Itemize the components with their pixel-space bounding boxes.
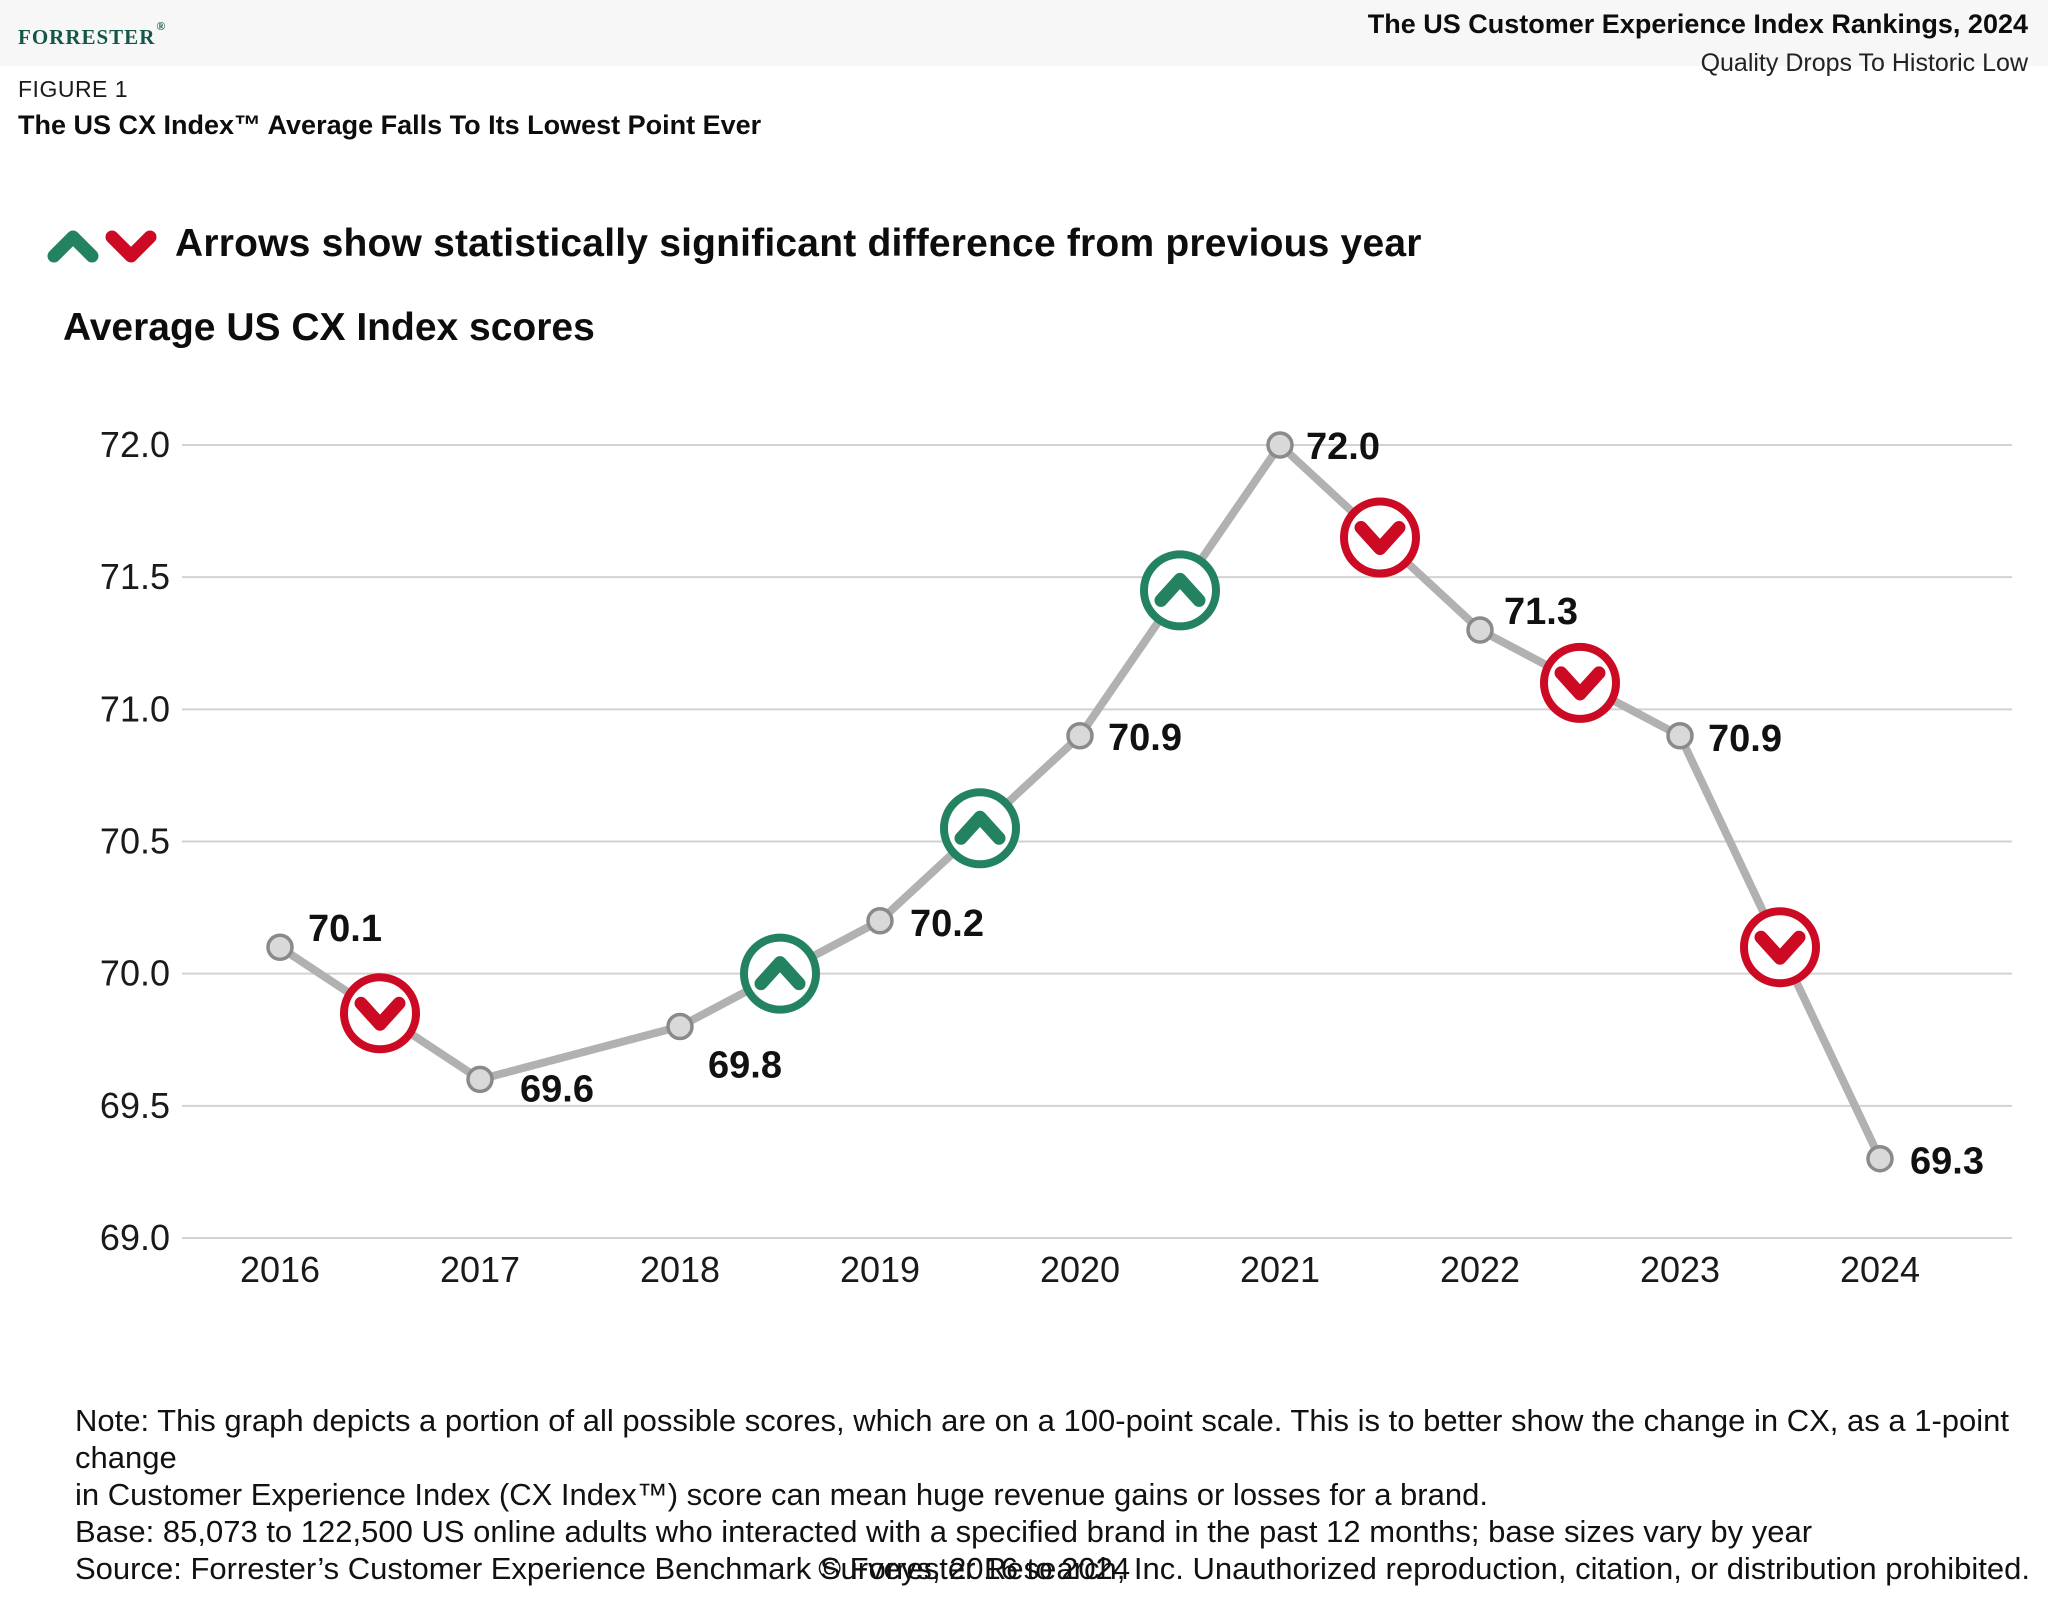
significance-arrow-circle	[1140, 550, 1220, 631]
x-axis-tick-label: 2020	[1040, 1249, 1120, 1290]
x-axis-tick-label: 2016	[240, 1249, 320, 1290]
chevron-down-icon	[1754, 930, 1806, 965]
data-point-marker	[266, 933, 294, 961]
chevron-up-icon	[954, 810, 1006, 845]
data-point-label: 70.9	[1708, 718, 1782, 760]
data-point-marker	[1066, 722, 1094, 750]
data-point-marker	[1666, 722, 1694, 750]
note-line-1: Note: This graph depicts a portion of al…	[75, 1403, 2009, 1475]
y-axis-tick-label: 72.0	[100, 424, 170, 465]
data-point-marker	[1866, 1144, 1894, 1173]
data-point-label: 69.6	[520, 1068, 594, 1110]
data-point-marker	[666, 1012, 694, 1041]
significance-legend: Arrows show statistically significant di…	[47, 222, 1422, 266]
x-axis-tick-label: 2021	[1240, 1249, 1320, 1290]
header-band	[0, 0, 2048, 66]
y-axis-tick-label: 71.5	[100, 556, 170, 597]
data-point-label: 71.3	[1504, 591, 1578, 633]
significance-arrow-circle	[740, 933, 820, 1014]
significance-arrow-circle	[1740, 907, 1820, 988]
series-line	[277, 441, 1884, 1161]
y-axis-tick-label: 69.5	[100, 1085, 170, 1126]
y-axis-tick-label: 70.0	[100, 953, 170, 994]
copyright-line: © Forrester Research, Inc. Unauthorized …	[818, 1551, 2030, 1586]
data-point-marker	[1266, 431, 1294, 459]
chevron-up-icon	[754, 956, 806, 991]
forrester-logo: Forrester®	[18, 20, 166, 50]
significance-arrow-circle	[1540, 642, 1620, 723]
chevron-down-icon	[354, 996, 406, 1031]
data-point-label: 70.1	[308, 908, 382, 950]
report-subtitle: Quality Drops To Historic Low	[1700, 48, 2028, 77]
legend-text: Arrows show statistically significant di…	[175, 222, 1422, 265]
significance-arrow-circle	[1340, 497, 1420, 578]
y-axis-tick-label: 70.5	[100, 820, 170, 861]
source-line: Source: Forrester’s Customer Experience …	[75, 1551, 1131, 1586]
data-point-marker	[866, 907, 894, 935]
figure-title: The US CX Index™ Average Falls To Its Lo…	[18, 110, 762, 140]
base-line: Base: 85,073 to 122,500 US online adults…	[75, 1514, 1813, 1549]
cx-index-line-chart: 72.0 71.5 71.0 70.5 70.0 69.5 69.0 2016 2017 2018…	[100, 424, 2012, 1290]
data-point-marker	[466, 1065, 494, 1094]
x-axis-tick-label: 2017	[440, 1249, 520, 1290]
data-point-label: 70.2	[910, 903, 984, 945]
chevron-down-icon	[1554, 666, 1606, 701]
note-line-2: in Customer Experience Index (CX Index™)…	[75, 1477, 1488, 1512]
x-axis-tick-label: 2023	[1640, 1249, 1720, 1290]
y-axis-tick-label: 69.0	[100, 1217, 170, 1258]
y-axis-tick-label: 71.0	[100, 688, 170, 729]
significance-arrow-circle	[940, 788, 1020, 869]
data-point-label: 70.9	[1108, 717, 1182, 759]
chevron-up-icon	[47, 230, 99, 263]
chevron-up-icon	[1154, 572, 1206, 607]
x-axis-tick-label: 2019	[840, 1249, 920, 1290]
chevron-down-icon	[1354, 521, 1406, 556]
report-title: The US Customer Experience Index Ranking…	[1367, 9, 2028, 39]
header-right: The US Customer Experience Index Ranking…	[1368, 8, 2028, 78]
chart-notes: Note: This graph depicts a portion of al…	[75, 1402, 2048, 1587]
x-axis-tick-label: 2022	[1440, 1249, 1520, 1290]
chart-title: Average US CX Index scores	[63, 306, 595, 349]
registered-mark: ®	[156, 19, 167, 33]
x-axis-tick-label: 2024	[1840, 1249, 1920, 1290]
data-point-marker	[1466, 616, 1494, 644]
forrester-logo-text: Forrester	[18, 18, 156, 51]
figure-label: FIGURE 1	[18, 76, 129, 102]
data-point-label: 72.0	[1306, 426, 1380, 468]
significance-arrow-circle	[340, 973, 420, 1054]
chevron-down-icon	[105, 230, 157, 263]
data-point-label: 69.3	[1910, 1141, 1984, 1183]
data-point-label: 69.8	[708, 1045, 782, 1087]
x-axis-tick-label: 2018	[640, 1249, 720, 1290]
